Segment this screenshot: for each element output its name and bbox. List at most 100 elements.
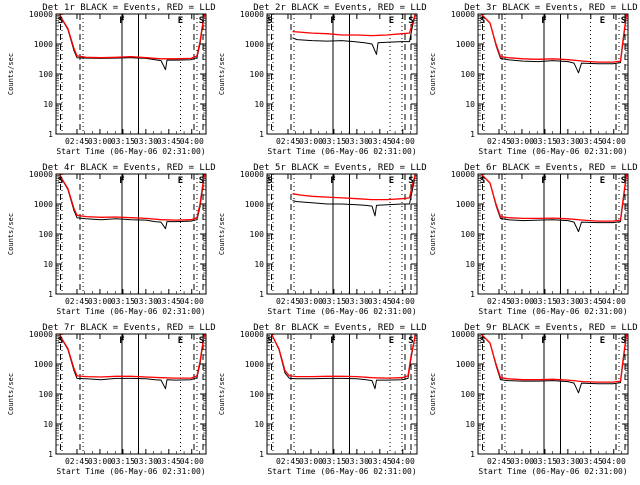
y-tick-label: 10000 xyxy=(240,10,264,19)
marker-letter: S xyxy=(267,176,272,186)
y-axis-label: Counts/sec xyxy=(429,373,437,415)
panel-title: Det 5r BLACK = Events, RED = LLD xyxy=(253,163,426,173)
y-tick-label: 1000 xyxy=(456,360,475,369)
y-axis-label: Counts/sec xyxy=(7,373,15,415)
panel-title: Det 2r BLACK = Events, RED = LLD xyxy=(253,3,426,13)
marker-letter: F xyxy=(330,336,335,346)
plot-frame xyxy=(477,13,629,135)
x-tick-label: 03:15 xyxy=(533,457,557,466)
y-tick-label: 10 xyxy=(43,260,53,269)
panel-det-7: Det 7r BLACK = Events, RED = LLD Counts/s… xyxy=(7,323,216,476)
series-lld xyxy=(58,13,206,60)
y-tick-label: 1000 xyxy=(245,200,264,209)
y-tick-label: 1000 xyxy=(245,40,264,49)
x-tick-label: 03:30 xyxy=(556,457,580,466)
marker-letter: F xyxy=(330,16,335,26)
y-tick-label: 10 xyxy=(465,260,475,269)
marker-letter: F xyxy=(119,16,124,26)
x-axis-label: Start Time (06-May-06 02:31:00) xyxy=(478,307,627,316)
series-lld xyxy=(480,333,628,383)
series-lld xyxy=(292,173,417,201)
x-tick-label: 03:30 xyxy=(134,297,158,306)
x-axis-label: Start Time (06-May-06 02:31:00) xyxy=(267,467,416,476)
panel-title: Det 1r BLACK = Events, RED = LLD xyxy=(42,3,215,13)
y-tick-label: 100 xyxy=(461,230,476,239)
x-tick-label: 02:45 xyxy=(65,137,89,146)
y-tick-label: 1 xyxy=(470,130,475,139)
x-tick-label: 03:15 xyxy=(322,457,346,466)
marker-letter: F xyxy=(119,336,124,346)
marker-letter: S xyxy=(58,176,63,186)
x-axis-label: Start Time (06-May-06 02:31:00) xyxy=(56,307,205,316)
y-tick-label: 10 xyxy=(465,420,475,429)
marker-letter: S xyxy=(621,176,626,186)
y-tick-label: 10000 xyxy=(240,170,264,179)
series-lld xyxy=(270,333,417,379)
y-tick-label: 1000 xyxy=(245,360,264,369)
marker-letter: S xyxy=(621,336,626,346)
x-tick-label: 04:00 xyxy=(391,457,415,466)
y-axis-label: Counts/sec xyxy=(218,373,226,415)
y-tick-label: 1000 xyxy=(34,200,53,209)
x-axis-label: Start Time (06-May-06 02:31:00) xyxy=(267,147,416,156)
plot-frame xyxy=(266,333,418,455)
panel-det-2: Det 2r BLACK = Events, RED = LLD Counts/s… xyxy=(218,3,427,156)
plot-frame xyxy=(266,13,418,135)
plot-frame xyxy=(55,173,207,295)
x-tick-label: 02:45 xyxy=(65,297,89,306)
marker-letter: S xyxy=(199,176,204,186)
y-tick-label: 100 xyxy=(461,390,476,399)
marker-letter: S xyxy=(480,176,485,186)
y-tick-label: 1 xyxy=(48,290,53,299)
panel-title: Det 9r BLACK = Events, RED = LLD xyxy=(464,323,637,333)
panel-det-5: Det 5r BLACK = Events, RED = LLD Counts/s… xyxy=(218,163,427,316)
marker-letter: S xyxy=(480,16,485,26)
x-tick-label: 02:45 xyxy=(487,457,511,466)
y-tick-label: 10 xyxy=(43,420,53,429)
marker-letter: E xyxy=(389,16,394,26)
x-tick-label: 03:00 xyxy=(88,137,112,146)
marker-letter: F xyxy=(541,336,546,346)
y-tick-label: 1 xyxy=(259,290,264,299)
series-events xyxy=(292,13,416,55)
y-tick-label: 1 xyxy=(48,450,53,459)
series-events xyxy=(58,173,205,230)
panel-title: Det 4r BLACK = Events, RED = LLD xyxy=(42,163,215,173)
x-tick-label: 03:30 xyxy=(345,137,369,146)
y-tick-label: 1000 xyxy=(456,200,475,209)
series-events xyxy=(292,173,416,217)
marker-letter: F xyxy=(541,16,546,26)
x-tick-label: 03:45 xyxy=(157,137,181,146)
marker-letter: E xyxy=(389,336,394,346)
marker-letter: F xyxy=(330,176,335,186)
y-tick-label: 1 xyxy=(470,450,475,459)
series-lld xyxy=(480,173,628,222)
marker-letter: S xyxy=(267,16,272,26)
series-lld xyxy=(480,13,628,63)
y-tick-label: 100 xyxy=(461,70,476,79)
x-tick-label: 03:15 xyxy=(111,297,135,306)
x-tick-label: 02:45 xyxy=(276,137,300,146)
x-tick-label: 03:15 xyxy=(533,297,557,306)
x-tick-label: 03:15 xyxy=(111,137,135,146)
y-tick-label: 10000 xyxy=(451,330,475,339)
x-tick-label: 02:45 xyxy=(276,457,300,466)
x-tick-label: 02:45 xyxy=(487,297,511,306)
y-tick-label: 1000 xyxy=(456,40,475,49)
y-tick-label: 10 xyxy=(43,100,53,109)
x-tick-label: 03:00 xyxy=(88,297,112,306)
panel-title: Det 3r BLACK = Events, RED = LLD xyxy=(464,3,637,13)
series-events xyxy=(271,333,416,390)
x-tick-label: 03:45 xyxy=(368,457,392,466)
series-lld xyxy=(292,13,417,37)
y-tick-label: 1000 xyxy=(34,360,53,369)
series-events xyxy=(58,333,205,390)
plot-frame xyxy=(55,333,207,455)
y-axis-label: Counts/sec xyxy=(218,213,226,255)
x-tick-label: 03:15 xyxy=(111,457,135,466)
marker-letter: S xyxy=(199,336,204,346)
marker-letter: S xyxy=(408,176,413,186)
y-tick-label: 10 xyxy=(254,100,264,109)
y-axis-label: Counts/sec xyxy=(7,213,15,255)
